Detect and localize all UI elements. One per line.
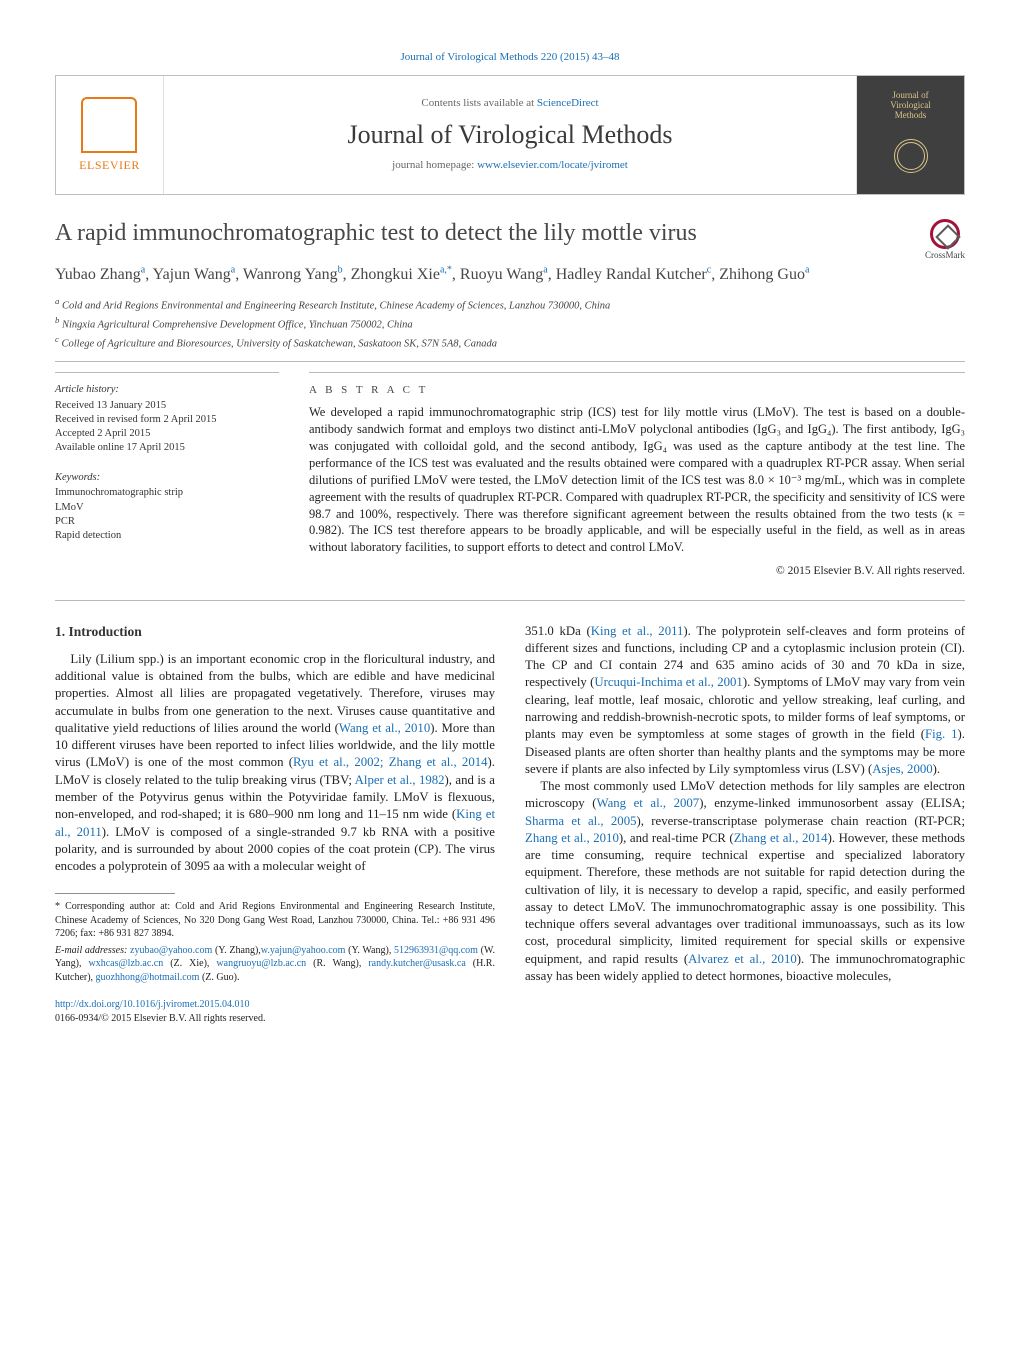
journal-homepage-link[interactable]: www.elsevier.com/locate/jviromet <box>477 159 628 171</box>
article-title: A rapid immunochromatographic test to de… <box>55 217 913 249</box>
author-email-link[interactable]: 512963931@qq.com <box>394 945 478 956</box>
copyright-footer: 0166-0934/© 2015 Elsevier B.V. All right… <box>55 1012 495 1026</box>
body-para: 351.0 kDa (King et al., 2011). The polyp… <box>525 623 965 778</box>
journal-header: ELSEVIER Contents lists available at Sci… <box>55 75 965 195</box>
publisher-logo-area: ELSEVIER <box>56 76 164 194</box>
footnote-separator <box>55 893 175 894</box>
history-accepted: Accepted 2 April 2015 <box>55 427 279 441</box>
cover-title: Journal of Virological Methods <box>875 91 947 121</box>
keyword-item: Rapid detection <box>55 529 279 543</box>
ref-link[interactable]: Wang et al., 2010 <box>339 721 430 735</box>
journal-cover-thumb: Journal of Virological Methods <box>856 76 964 194</box>
author-email-link[interactable]: wangruoyu@lzb.ac.cn <box>216 958 306 969</box>
fig-link[interactable]: Fig. 1 <box>925 727 958 741</box>
author-email-name: (Z. Xie), <box>163 958 216 969</box>
article-history-heading: Article history: <box>55 383 279 397</box>
affiliation-line: b Ningxia Agricultural Comprehensive Dev… <box>55 315 965 333</box>
ref-link[interactable]: Alvarez et al., 2010 <box>688 952 797 966</box>
ref-link[interactable]: King et al., 2011 <box>591 624 684 638</box>
abstract-text: We developed a rapid immunochromatograph… <box>309 404 965 556</box>
contents-available-line: Contents lists available at ScienceDirec… <box>421 96 598 111</box>
keyword-item: Immunochromatographic strip <box>55 486 279 500</box>
affiliation-line: c College of Agriculture and Bioresource… <box>55 334 965 352</box>
keywords-heading: Keywords: <box>55 471 279 485</box>
author-email-name: (Z. Guo). <box>199 972 239 983</box>
history-online: Available online 17 April 2015 <box>55 441 279 455</box>
footnotes: * Corresponding author at: Cold and Arid… <box>55 900 495 984</box>
history-received: Received 13 January 2015 <box>55 399 279 413</box>
keyword-item: PCR <box>55 515 279 529</box>
rule-bottom <box>55 600 965 601</box>
crossmark-widget[interactable]: CrossMark <box>925 219 965 261</box>
corresponding-author-note: * Corresponding author at: Cold and Arid… <box>55 900 495 941</box>
top-journal-ref[interactable]: Journal of Virological Methods 220 (2015… <box>400 51 619 63</box>
publisher-name: ELSEVIER <box>79 157 140 173</box>
journal-homepage-line: journal homepage: www.elsevier.com/locat… <box>392 158 628 173</box>
cover-badge-icon <box>894 139 928 173</box>
body-para: The most commonly used LMoV detection me… <box>525 778 965 985</box>
journal-name: Journal of Virological Methods <box>347 117 672 152</box>
author-email-name: (R. Wang), <box>306 958 368 969</box>
crossmark-label: CrossMark <box>925 249 965 261</box>
ref-link[interactable]: Zhang et al., 2014 <box>734 831 828 845</box>
affiliations: a Cold and Arid Regions Environmental an… <box>55 296 965 351</box>
doi-link[interactable]: http://dx.doi.org/10.1016/j.jviromet.201… <box>55 999 250 1010</box>
abstract-heading: a b s t r a c t <box>309 383 965 398</box>
keywords-block: Keywords: Immunochromatographic stripLMo… <box>55 471 279 543</box>
author-email-link[interactable]: guozhhong@hotmail.com <box>96 972 200 983</box>
author-email-link[interactable]: randy.kutcher@usask.ca <box>368 958 465 969</box>
body-para: Lily (Lilium spp.) is an important econo… <box>55 651 495 875</box>
ref-link[interactable]: Alper et al., 1982 <box>355 773 445 787</box>
section-1-title: 1. Introduction <box>55 623 495 641</box>
ref-link[interactable]: Sharma et al., 2005 <box>525 814 637 828</box>
article-history: Article history: Received 13 January 201… <box>55 383 279 455</box>
email-label: E-mail addresses: <box>55 945 130 956</box>
author-list: Yubao Zhanga, Yajun Wanga, Wanrong Yangb… <box>55 263 965 286</box>
sciencedirect-link[interactable]: ScienceDirect <box>537 97 599 109</box>
author-email-link[interactable]: wxhcas@lzb.ac.cn <box>88 958 163 969</box>
crossmark-icon <box>930 219 960 249</box>
ref-link[interactable]: Zhang et al., 2010 <box>525 831 619 845</box>
abstract-copyright: © 2015 Elsevier B.V. All rights reserved… <box>309 564 965 580</box>
keyword-item: LMoV <box>55 501 279 515</box>
author-email-name: (Y. Zhang), <box>212 945 261 956</box>
affiliation-line: a Cold and Arid Regions Environmental an… <box>55 296 965 314</box>
ref-link[interactable]: Asjes, 2000 <box>872 762 932 776</box>
ref-link[interactable]: Urcuqui-Inchima et al., 2001 <box>594 675 742 689</box>
elsevier-tree-icon <box>81 97 137 153</box>
author-email-link[interactable]: w.yajun@yahoo.com <box>261 945 346 956</box>
ref-link[interactable]: Wang et al., 2007 <box>597 796 700 810</box>
author-email-link[interactable]: zyubao@yahoo.com <box>130 945 212 956</box>
rule-top <box>55 361 965 362</box>
author-email-name: (Y. Wang), <box>345 945 394 956</box>
ref-link[interactable]: Ryu et al., 2002; Zhang et al., 2014 <box>293 755 488 769</box>
history-revised: Received in revised form 2 April 2015 <box>55 413 279 427</box>
